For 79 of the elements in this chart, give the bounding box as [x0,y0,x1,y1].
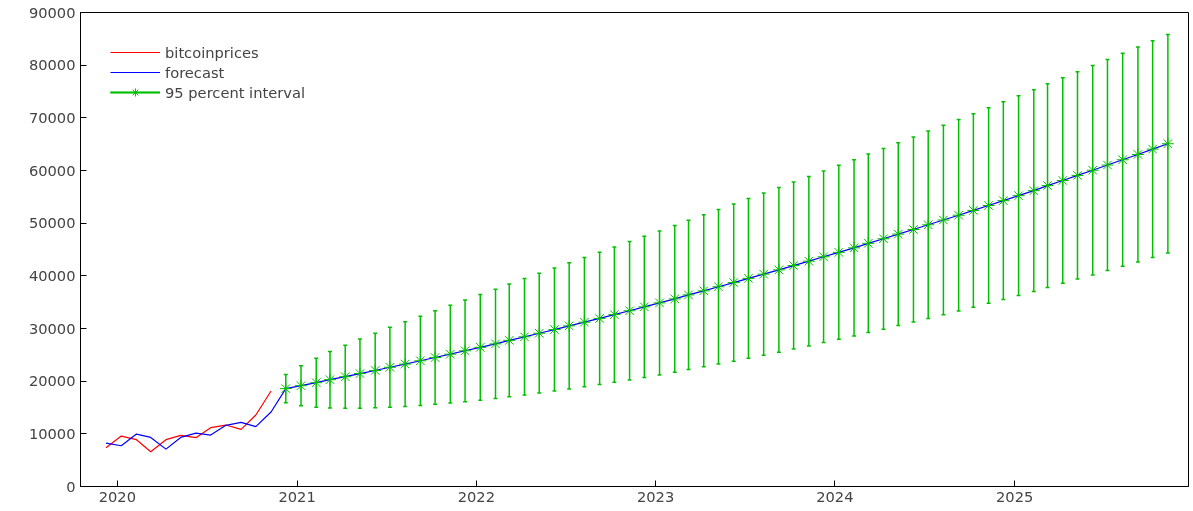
point [772,263,786,277]
point [996,194,1010,208]
point [817,250,831,264]
point [473,340,487,354]
y-tick-label: 20000 [28,372,76,390]
point [1012,189,1026,203]
point [936,213,950,227]
point [413,354,427,368]
point [787,259,801,273]
point [1041,179,1055,193]
point [383,360,397,374]
point [653,296,667,310]
point [906,222,920,236]
y-tick-label: 40000 [28,266,76,284]
y-tick-label: 0 [66,477,76,495]
point [757,267,771,281]
point [353,367,367,381]
point [891,227,905,241]
point [668,292,682,306]
point [1116,153,1130,167]
point [727,276,741,290]
point [697,284,711,298]
point [832,245,846,259]
point [502,333,516,347]
point [1146,142,1160,156]
point [1100,158,1114,172]
x-tick-label: 2025 [995,487,1034,505]
y-tick-label: 60000 [28,161,76,179]
point [294,379,308,393]
point [711,280,725,294]
x-tick-label: 2021 [278,487,316,505]
point [547,323,561,337]
point [1027,184,1041,198]
point [532,326,546,340]
point [921,218,935,232]
x-tick-label: 2022 [457,487,496,505]
x-tick-label: 2023 [636,487,675,505]
point [637,300,651,314]
y-tick-label: 80000 [28,56,76,74]
point [1056,174,1070,188]
legend-label: forecast [165,63,225,81]
legend-label: bitcoinprices [165,43,259,61]
point [861,236,875,250]
point [577,315,591,329]
point [562,319,576,333]
point [1086,163,1100,177]
line-series [105,143,1169,450]
point [623,304,637,318]
point [1131,147,1145,161]
point [398,357,412,371]
point [802,254,816,268]
point [1161,137,1175,151]
point [952,208,966,222]
point [741,271,755,285]
point [607,308,621,322]
point [309,376,323,390]
point [458,344,472,358]
point [443,347,457,361]
x-tick-label: 2020 [98,487,136,505]
legend-label: 95 percent interval [165,83,305,101]
point [338,370,352,384]
point [517,330,531,344]
point [682,288,696,302]
point [847,241,861,255]
point [279,382,293,396]
point [593,311,607,325]
point [368,363,382,377]
point [489,337,503,351]
y-tick-label: 50000 [28,214,76,232]
point [428,351,442,365]
line-series [105,390,272,453]
y-tick-label: 90000 [28,3,76,21]
point [966,203,980,217]
point [982,199,996,213]
point [323,373,337,387]
y-tick-label: 10000 [28,424,76,442]
x-tick-label: 2024 [816,487,854,505]
y-tick-label: 30000 [28,319,76,337]
y-tick-label: 70000 [28,108,76,126]
